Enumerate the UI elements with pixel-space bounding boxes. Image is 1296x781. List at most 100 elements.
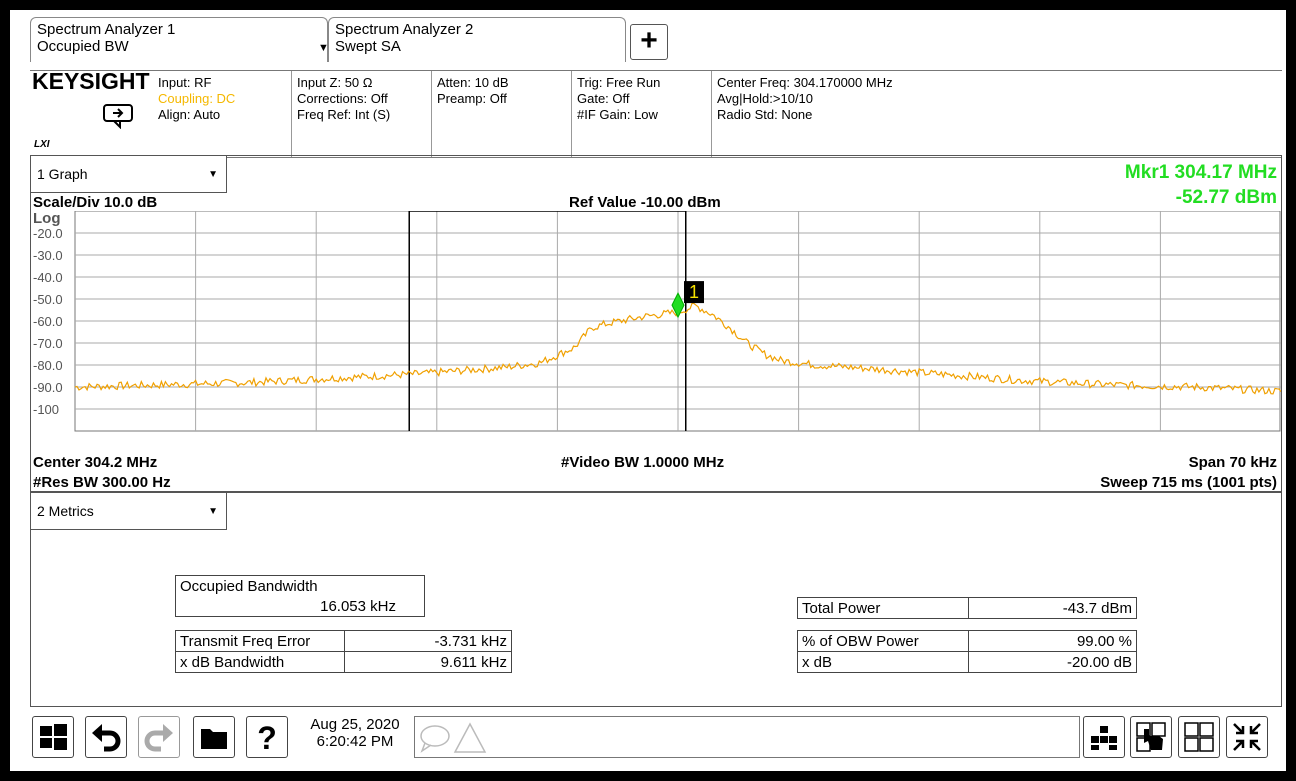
table-row: x dB Bandwidth 9.611 kHz — [175, 651, 512, 673]
input-z-settings[interactable]: Input Z: 50 Ω Corrections: Off Freq Ref:… — [292, 71, 432, 157]
tab-title: Spectrum Analyzer 2 — [335, 21, 474, 38]
analyzer-window: Spectrum Analyzer 1 Occupied BW ▼ Spectr… — [10, 10, 1286, 771]
tab-mode: Occupied BW — [37, 38, 129, 55]
metric-label: Total Power — [797, 597, 969, 619]
redo-icon — [144, 724, 173, 752]
preamp-value: Preamp: Off — [437, 91, 507, 106]
help-icon: ? — [257, 721, 277, 753]
touch-hand-icon — [1136, 722, 1166, 752]
multi-window-button[interactable] — [1178, 716, 1220, 758]
y-tick-label: -40.0 — [33, 270, 63, 285]
input-z-value: Input Z: 50 Ω — [297, 75, 373, 90]
metric-value: 9.611 kHz — [344, 651, 512, 673]
attenuation-settings[interactable]: Atten: 10 dB Preamp: Off — [432, 71, 572, 157]
windows-start-button[interactable] — [32, 716, 74, 758]
ref-value-label: Ref Value -10.00 dBm — [569, 194, 721, 211]
metric-value: -20.00 dB — [968, 651, 1137, 673]
svg-text:?: ? — [257, 721, 277, 753]
avg-hold-value: Avg|Hold:>10/10 — [717, 91, 814, 106]
lxi-logo: LXI — [34, 139, 50, 150]
y-tick-label: -50.0 — [33, 292, 63, 307]
tab-title: Spectrum Analyzer 1 — [37, 21, 176, 38]
help-button[interactable]: ? — [246, 716, 288, 758]
marker-diamond — [671, 291, 685, 319]
speech-bubble-icon — [420, 725, 450, 753]
gate-value: Gate: Off — [577, 91, 630, 106]
chevron-down-icon: ▼ — [208, 169, 218, 180]
coupling-value: Coupling: DC — [158, 91, 236, 106]
occupied-bandwidth-table: Occupied Bandwidth 16.053 kHz — [175, 575, 425, 617]
trig-value: Trig: Free Run — [577, 75, 661, 90]
time-label: 6:20:42 PM — [316, 733, 394, 750]
input-settings[interactable]: KEYSIGHT LXI Input: RF Coupling: DC Alig… — [30, 68, 292, 157]
metric-value: 99.00 % — [968, 630, 1137, 652]
y-tick-label: -70.0 — [33, 336, 63, 351]
input-value: Input: RF — [158, 75, 212, 90]
tab-spectrum-analyzer-1[interactable]: Spectrum Analyzer 1 Occupied BW ▼ — [30, 17, 329, 62]
chevron-down-icon: ▼ — [208, 506, 218, 517]
redo-button[interactable] — [138, 716, 180, 758]
video-bw-label: #Video BW 1.0000 MHz — [561, 454, 725, 471]
marker-label: 1 — [689, 282, 699, 302]
local-remote-icon[interactable] — [102, 103, 136, 129]
windows-icon — [40, 724, 67, 750]
touch-button[interactable] — [1130, 716, 1172, 758]
freq-ref-value: Freq Ref: Int (S) — [297, 107, 391, 122]
metric-label: x dB — [797, 651, 969, 673]
layout-grid-icon — [1091, 726, 1117, 750]
zoom-button[interactable] — [1226, 716, 1268, 758]
marker-amplitude-readout: -52.77 dBm — [1175, 187, 1277, 208]
frequency-settings[interactable]: Center Freq: 304.170000 MHz Avg|Hold:>10… — [712, 71, 1282, 157]
scale-div-label: Scale/Div 10.0 dB — [33, 194, 158, 211]
graph-window: 1 Graph ▼ Mkr1 304.17 MHz -52.77 dBm Sca… — [30, 155, 1282, 492]
window-grid-icon — [1184, 722, 1214, 752]
date-time-display: Aug 25, 2020 6:20:42 PM — [299, 716, 411, 750]
log-scale-label: Log — [33, 211, 61, 227]
metric-label: Transmit Freq Error — [175, 630, 345, 652]
sweep-label: Sweep 715 ms (1001 pts) — [1100, 474, 1277, 491]
tab-spectrum-analyzer-2[interactable]: Spectrum Analyzer 2 Swept SA — [328, 17, 626, 62]
res-bw-label: #Res BW 300.00 Hz — [33, 474, 171, 491]
y-tick-label: -30.0 — [33, 248, 63, 263]
total-power-table: Total Power -43.7 dBm — [797, 597, 1137, 619]
undo-icon — [92, 724, 121, 752]
metric-label: % of OBW Power — [797, 630, 969, 652]
warning-icon — [453, 722, 487, 753]
message-bar[interactable] — [414, 716, 1080, 758]
occupied-bandwidth-label: Occupied Bandwidth — [175, 575, 425, 596]
graph-selector-dropdown[interactable]: 1 Graph ▼ — [31, 156, 227, 193]
frequency-metrics-table: Transmit Freq Error -3.731 kHz x dB Band… — [175, 630, 512, 673]
metric-value: -3.731 kHz — [344, 630, 512, 652]
table-row: Transmit Freq Error -3.731 kHz — [175, 630, 512, 652]
metric-value: -43.7 dBm — [968, 597, 1137, 619]
spectrum-graph[interactable]: Log-20.0 -30.0 -40.0 -50.0 -60.0 -70.0 -80.0 -9… — [31, 211, 1281, 451]
table-row: % of OBW Power 99.00 % — [797, 630, 1137, 652]
span-label: Span 70 kHz — [1188, 454, 1277, 471]
keysight-logo: KEYSIGHT — [32, 68, 150, 94]
undo-button[interactable] — [85, 716, 127, 758]
metrics-selector-dropdown[interactable]: 2 Metrics ▼ — [31, 493, 227, 530]
y-tick-label: -80.0 — [33, 358, 63, 373]
settings-panel[interactable]: KEYSIGHT LXI Input: RF Coupling: DC Alig… — [30, 70, 1282, 158]
if-gain-value: #IF Gain: Low — [577, 107, 658, 122]
marker-label-box — [684, 281, 704, 304]
atten-value: Atten: 10 dB — [437, 75, 509, 90]
collapse-arrows-icon — [1233, 723, 1261, 751]
y-tick-label: -60.0 — [33, 314, 63, 329]
graph-selector-label: 1 Graph — [37, 166, 88, 182]
screen-layout-button[interactable] — [1083, 716, 1125, 758]
trigger-settings[interactable]: Trig: Free Run Gate: Off #IF Gain: Low — [572, 71, 712, 157]
center-freq-value: Center Freq: 304.170000 MHz — [717, 75, 893, 90]
metrics-window: 2 Metrics ▼ Occupied Bandwidth 16.053 kH… — [30, 492, 1282, 707]
add-screen-button[interactable]: + — [630, 24, 668, 60]
date-label: Aug 25, 2020 — [310, 716, 400, 733]
y-tick-label: -100 — [33, 402, 59, 417]
center-frequency-label: Center 304.2 MHz — [33, 454, 158, 471]
chevron-down-icon[interactable]: ▼ — [318, 42, 329, 54]
folder-icon — [201, 729, 227, 749]
file-button[interactable] — [193, 716, 235, 758]
radio-std-value: Radio Std: None — [717, 107, 813, 122]
y-tick-label: -90.0 — [33, 380, 63, 395]
table-row: x dB -20.00 dB — [797, 651, 1137, 673]
y-tick-label: -20.0 — [33, 226, 63, 241]
